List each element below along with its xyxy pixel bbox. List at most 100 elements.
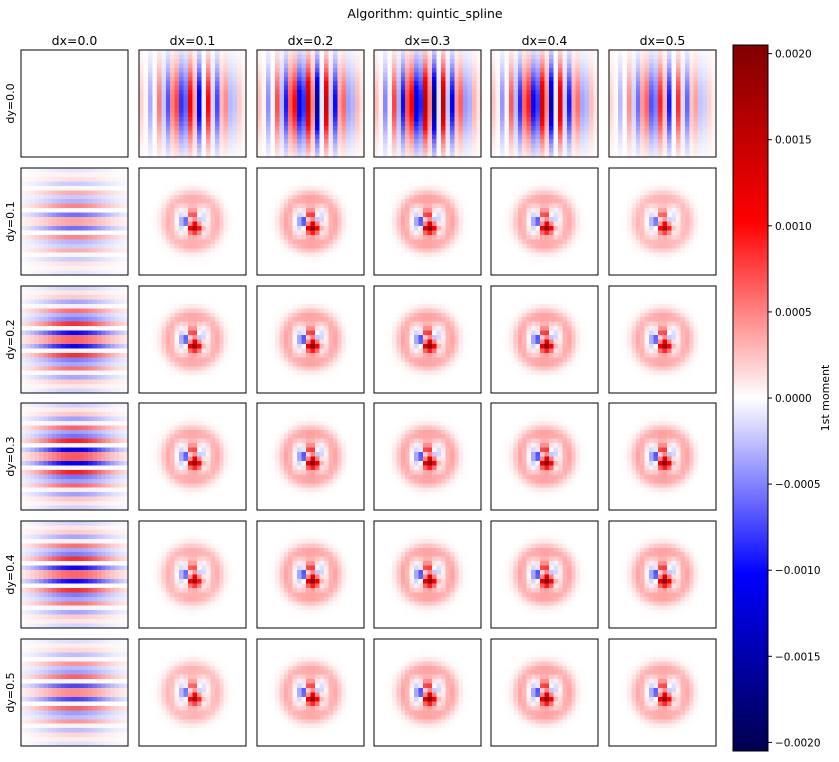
heatmap-cell	[25, 81, 30, 86]
heatmap-cell	[288, 63, 293, 68]
heatmap-cell	[219, 208, 224, 213]
heatmap-cell	[441, 139, 446, 144]
heatmap-cell	[43, 104, 48, 109]
heatmap-cell	[527, 86, 532, 91]
heatmap-cell	[703, 81, 708, 86]
heatmap-cell	[193, 266, 198, 271]
heatmap-cell	[328, 121, 333, 126]
heatmap-cell	[454, 117, 459, 122]
heatmap-cell	[179, 130, 184, 135]
heatmap-cell	[34, 217, 39, 222]
heatmap-cell	[567, 72, 572, 77]
heatmap-cell	[101, 68, 106, 73]
heatmap-cell	[311, 177, 316, 182]
heatmap-cell	[536, 68, 541, 73]
heatmap-cell	[649, 144, 654, 149]
heatmap-cell	[302, 63, 307, 68]
heatmap-cell	[75, 112, 80, 117]
heatmap-cell	[228, 213, 233, 218]
heatmap-cell	[500, 144, 505, 149]
heatmap-cell	[419, 148, 424, 153]
heatmap-cell	[75, 244, 80, 249]
heatmap-cell	[224, 213, 229, 218]
heatmap-cell	[463, 104, 468, 109]
heatmap-cell	[522, 144, 527, 149]
heatmap-cell	[536, 144, 541, 149]
heatmap-cell	[355, 226, 360, 231]
heatmap-cell	[324, 181, 329, 186]
heatmap-cell	[671, 68, 676, 73]
heatmap-cell	[468, 59, 473, 64]
heatmap-cell	[328, 195, 333, 200]
heatmap-cell	[270, 81, 275, 86]
heatmap-cell	[288, 217, 293, 222]
heatmap-cell	[645, 117, 650, 122]
heatmap-cell	[645, 121, 650, 126]
heatmap-cell	[88, 204, 93, 209]
heatmap-cell	[143, 63, 148, 68]
heatmap-cell	[79, 144, 84, 149]
heatmap-cell	[170, 90, 175, 95]
heatmap-cell	[257, 204, 262, 209]
heatmap-cell	[640, 95, 645, 100]
heatmap-cell	[495, 104, 500, 109]
heatmap-cell	[25, 63, 30, 68]
heatmap-cell	[324, 104, 329, 109]
heatmap-cell	[237, 226, 242, 231]
heatmap-cell	[410, 95, 415, 100]
heatmap-cell	[175, 239, 180, 244]
heatmap-cell	[518, 59, 523, 64]
heatmap-cell	[228, 68, 233, 73]
heatmap-cell	[631, 59, 636, 64]
heatmap-cell	[106, 112, 111, 117]
heatmap-cell	[97, 130, 102, 135]
heatmap-cell	[57, 144, 62, 149]
heatmap-cell	[143, 68, 148, 73]
heatmap-cell	[297, 90, 302, 95]
heatmap-cell	[21, 253, 26, 258]
heatmap-cell	[48, 50, 53, 55]
heatmap-cell	[410, 77, 415, 82]
heatmap-cell	[585, 54, 590, 59]
heatmap-cell	[589, 95, 594, 100]
heatmap-cell	[219, 239, 224, 244]
heatmap-cell	[576, 95, 581, 100]
heatmap-cell	[157, 177, 162, 182]
heatmap-cell	[106, 135, 111, 140]
heatmap-cell	[410, 108, 415, 113]
heatmap-cell	[428, 112, 433, 117]
heatmap-cell	[97, 148, 102, 153]
heatmap-cell	[580, 95, 585, 100]
heatmap-cell	[522, 95, 527, 100]
heatmap-cell	[324, 121, 329, 126]
heatmap-cell	[297, 222, 302, 227]
heatmap-cell	[333, 230, 338, 235]
heatmap-cell	[52, 239, 57, 244]
heatmap-cell	[378, 112, 383, 117]
heatmap-cell	[110, 235, 115, 240]
heatmap-cell	[631, 68, 636, 73]
heatmap-cell	[405, 81, 410, 86]
heatmap-cell	[500, 104, 505, 109]
heatmap-cell	[233, 257, 238, 262]
heatmap-cell	[52, 204, 57, 209]
heatmap-cell	[553, 104, 558, 109]
heatmap-cell	[567, 68, 572, 73]
heatmap-cell	[576, 144, 581, 149]
heatmap-cell	[101, 199, 106, 204]
heatmap-cell	[351, 81, 356, 86]
heatmap-cell	[21, 59, 26, 64]
heatmap-cell	[115, 204, 120, 209]
heatmap-cell	[52, 117, 57, 122]
heatmap-cell	[106, 54, 111, 59]
heatmap-cell	[197, 208, 202, 213]
heatmap-cell	[685, 77, 690, 82]
heatmap-cell	[228, 181, 233, 186]
heatmap-cell	[589, 50, 594, 55]
heatmap-cell	[210, 253, 215, 258]
heatmap-cell	[306, 208, 311, 213]
heatmap-cell	[97, 213, 102, 218]
heatmap-cell	[279, 172, 284, 177]
heatmap-cell	[92, 266, 97, 271]
heatmap-cell	[21, 168, 26, 173]
